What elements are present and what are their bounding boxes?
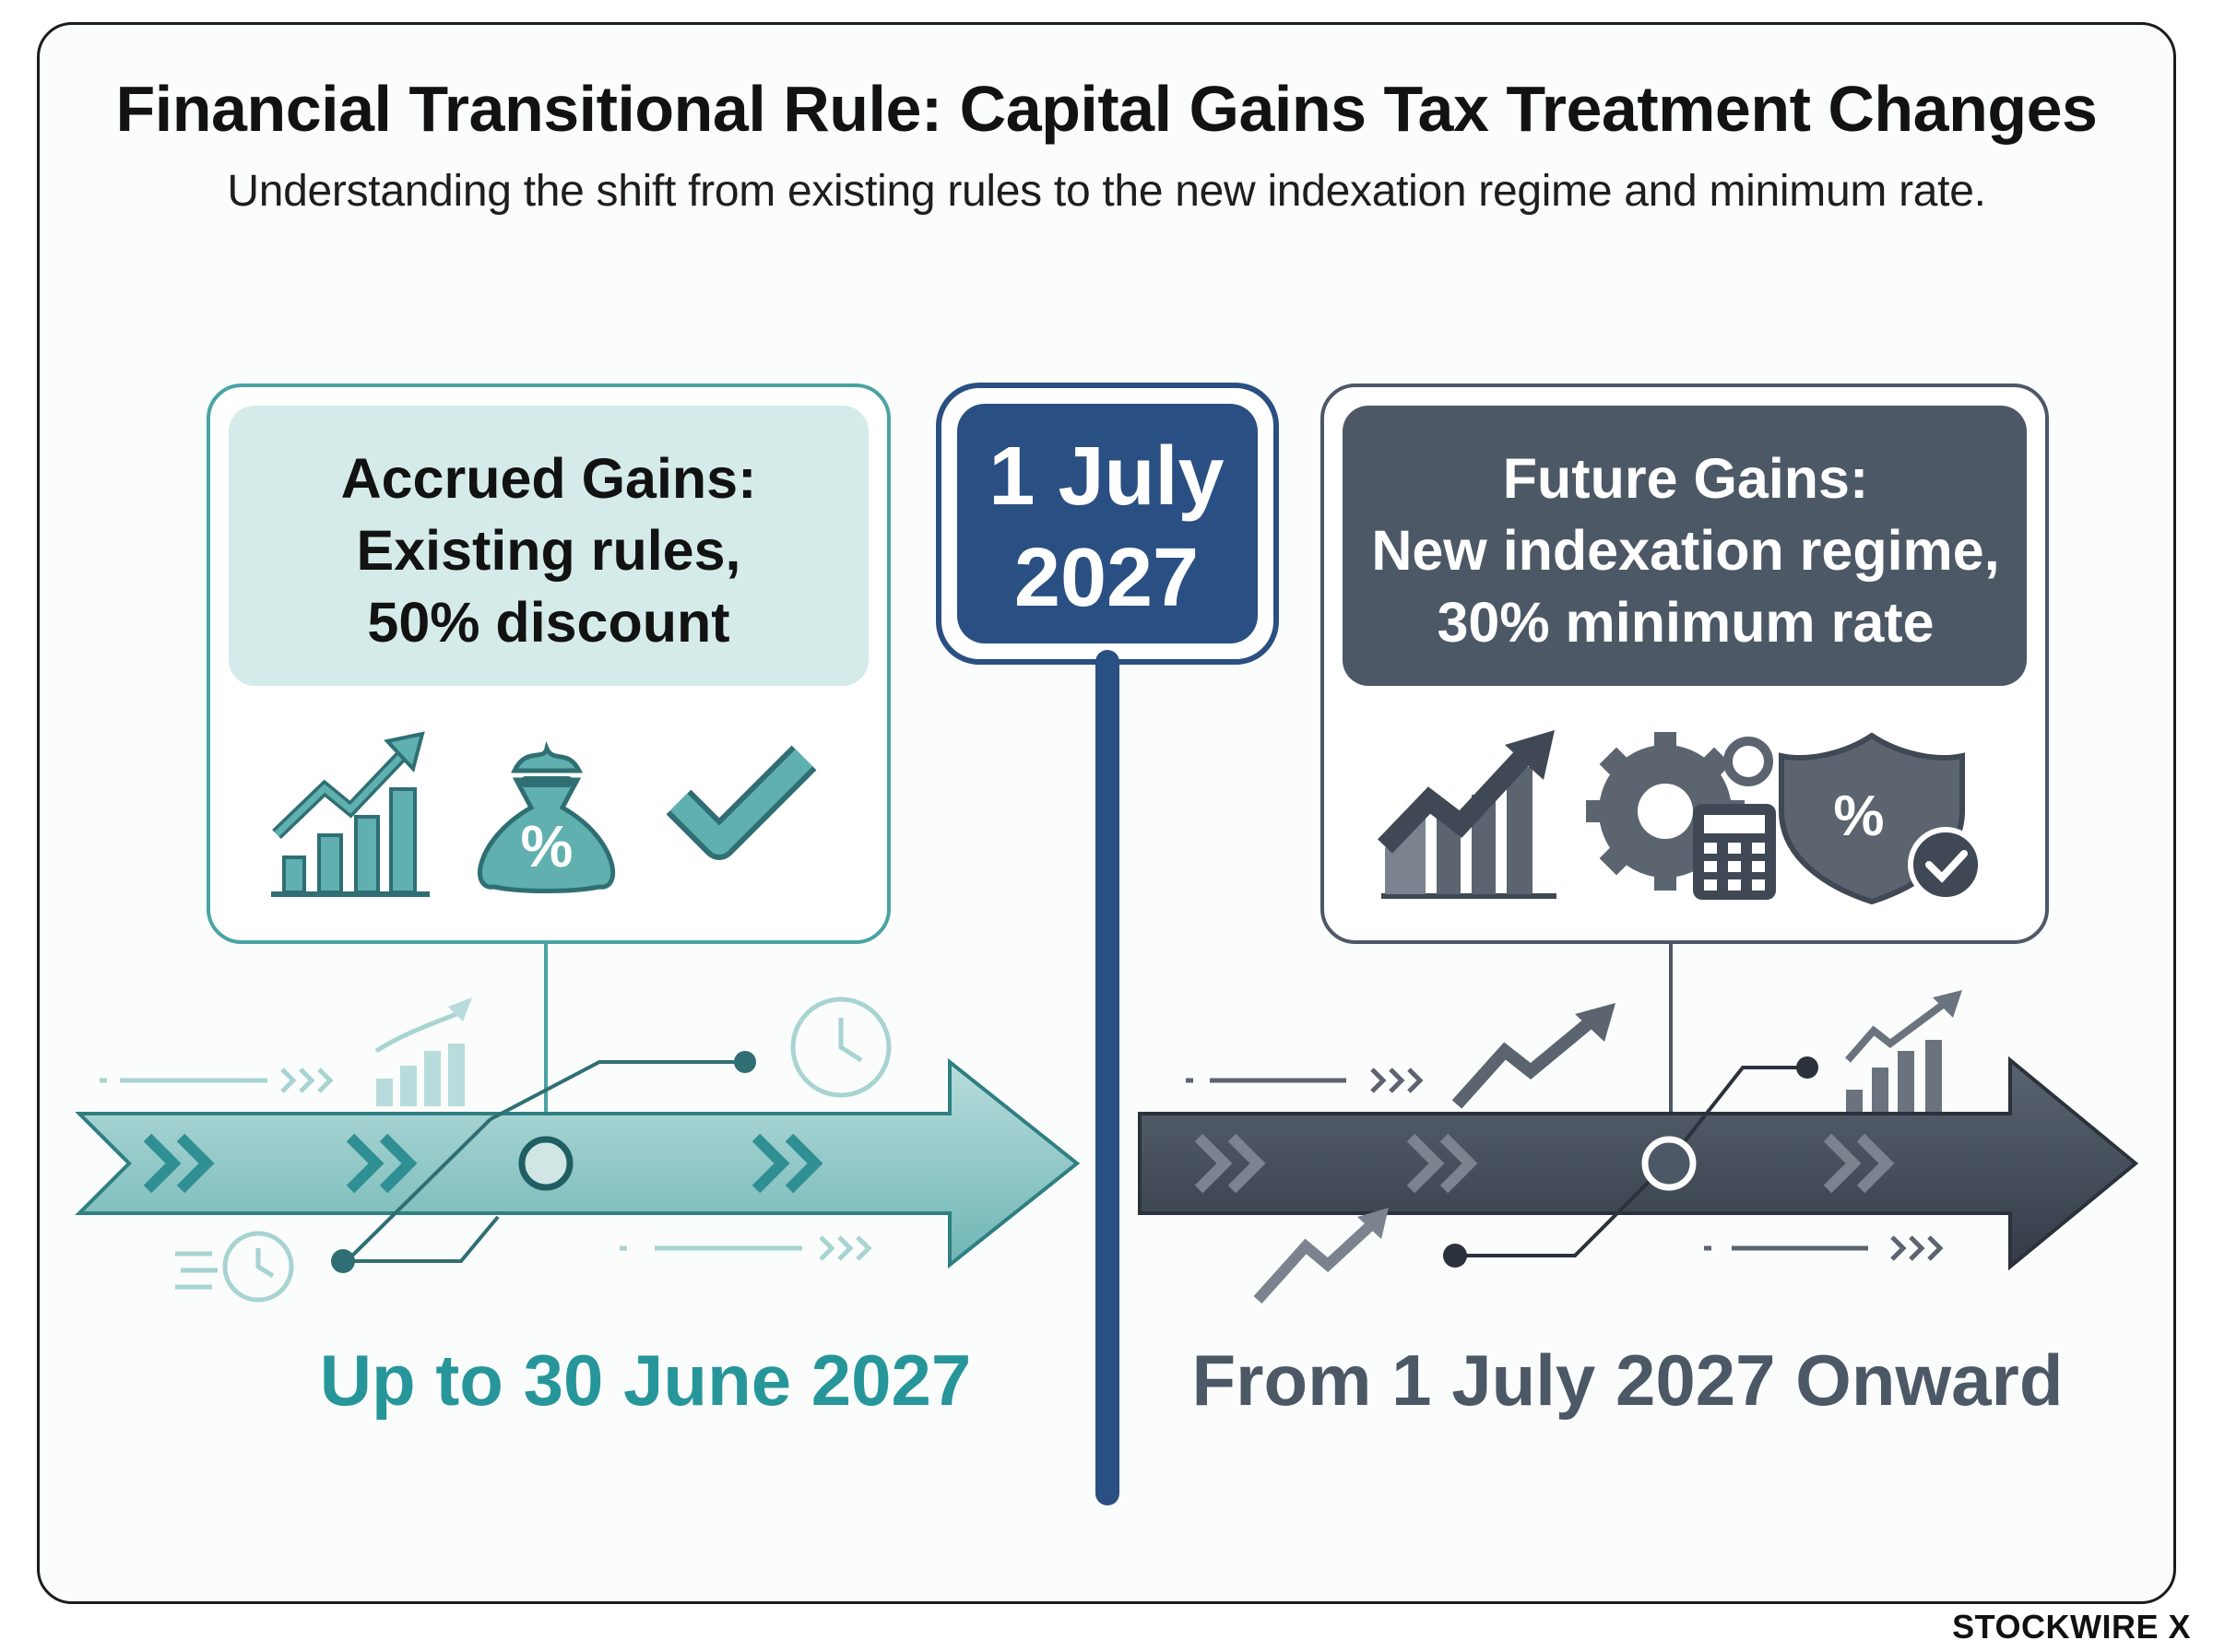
page-title: Financial Transitional Rule: Capital Gai… <box>115 73 2098 145</box>
right-timeline-arrow <box>1138 990 2139 1304</box>
date-divider <box>936 383 1279 1505</box>
right-panel-rate: 30% minimum rate <box>1437 591 1935 654</box>
checkmark-icon <box>666 745 817 860</box>
right-panel-heading: Future Gains: <box>1502 447 1869 510</box>
right-phase-label: From 1 July 2027 Onward <box>1191 1339 2064 1421</box>
shield-percent-icon: % <box>1779 732 1983 905</box>
left-panel-text: Accrued Gains: Existing rules, 50% disco… <box>231 442 867 658</box>
left-timeline-arrow <box>75 997 1081 1303</box>
left-panel-heading: Accrued Gains: <box>340 447 757 510</box>
transition-date-year: 2027 <box>1013 532 1200 624</box>
svg-text:%: % <box>521 813 574 879</box>
right-panel-text: Future Gains: New indexation regime, 30%… <box>1344 442 2027 658</box>
svg-text:%: % <box>1833 785 1884 848</box>
right-panel <box>1320 384 2049 1112</box>
transition-date-day: 1 July <box>988 431 1225 523</box>
gear-calculator-icon <box>1586 732 1776 900</box>
transition-date: 1 July 2027 <box>959 426 1254 629</box>
page-subtitle: Understanding the shift from existing ru… <box>227 167 1986 216</box>
left-panel <box>207 384 891 1112</box>
left-panel-rule: Existing rules, <box>356 519 741 582</box>
right-panel-rule: New indexation regime, <box>1371 519 2000 582</box>
money-bag-percent-icon: % <box>478 740 616 893</box>
brand-logo: STOCKWIRE X <box>1952 1608 2191 1646</box>
left-panel-rate: 50% discount <box>367 591 730 654</box>
growth-chart-icon <box>271 731 430 897</box>
left-phase-label: Up to 30 June 2027 <box>319 1339 972 1421</box>
growth-chart-icon <box>1378 730 1556 899</box>
